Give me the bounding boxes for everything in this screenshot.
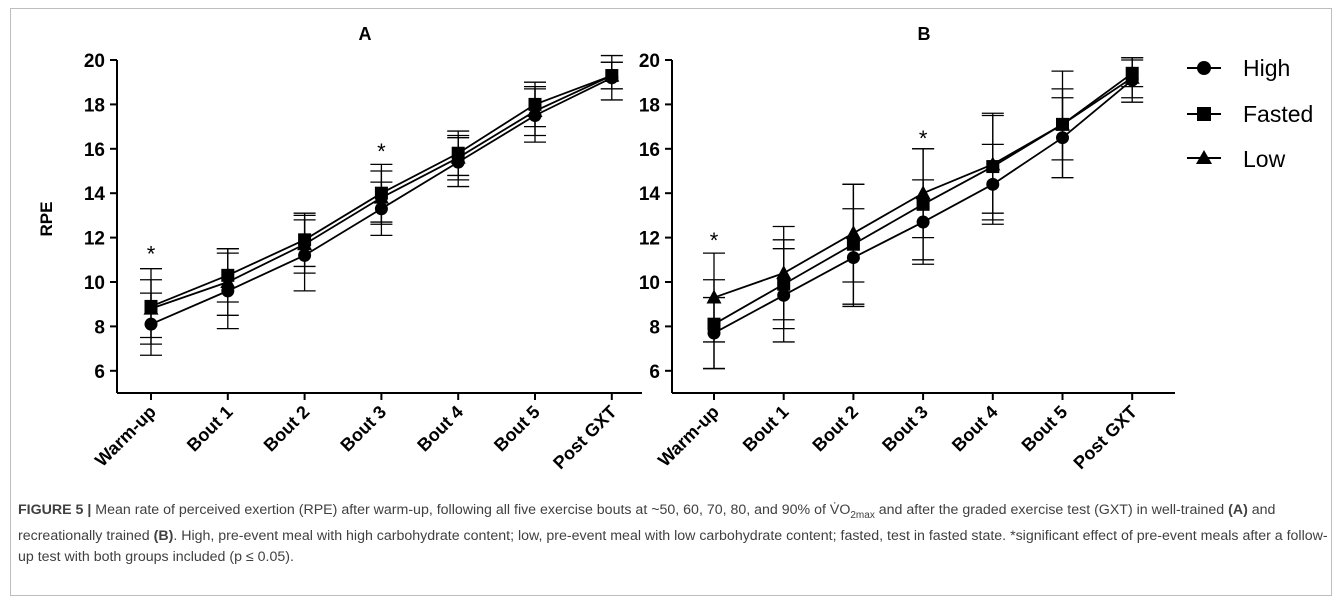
figure-canvas: A B RPE 6 8 10 12 14 16 18 20 Warm-up Bout 1 Bout … <box>37 24 1313 473</box>
x-tick-label: Post GXT <box>549 402 620 473</box>
y-tick-label: 6 <box>94 362 105 383</box>
data-point-low <box>845 225 861 240</box>
panel-a-title: A <box>359 24 372 44</box>
legend-item-low: Low <box>1187 146 1286 172</box>
significance-marker: * <box>147 241 156 266</box>
y-tick-label: 18 <box>84 95 105 116</box>
caption-text-2: and after the graded exercise test (GXT)… <box>874 502 1229 518</box>
y-tick-label: 16 <box>639 140 660 161</box>
legend-label-high: High <box>1243 55 1290 81</box>
caption-text-3: and recreationally trained <box>18 502 1276 544</box>
x-tick-label: Bout 1 <box>739 402 793 456</box>
data-point-low <box>1124 69 1140 84</box>
y-tick-label: 6 <box>649 362 660 383</box>
panel-b-title: B <box>918 24 931 44</box>
x-tick-label: Bout 4 <box>948 402 1002 456</box>
data-point-low <box>373 189 389 204</box>
y-tick-label: 12 <box>639 229 660 250</box>
data-point-low <box>706 289 722 304</box>
x-tick-label: Bout 3 <box>878 402 932 456</box>
significance-marker: * <box>377 139 386 164</box>
y-tick-label: 18 <box>639 95 660 116</box>
legend-item-fasted: Fasted <box>1187 101 1313 127</box>
data-point-low <box>220 274 236 288</box>
data-point-low <box>450 149 466 164</box>
y-tick-label: 8 <box>649 317 660 338</box>
x-tick-label: Bout 5 <box>1018 402 1072 456</box>
legend: High Fasted Low <box>1187 55 1313 172</box>
y-tick-label: 14 <box>639 184 661 205</box>
significance-marker: * <box>919 126 928 151</box>
caption-label: FIGURE 5 | <box>18 502 92 518</box>
caption-text-1: Mean rate of perceived exertion (RPE) af… <box>91 502 851 518</box>
x-tick-label: Bout 1 <box>183 402 237 456</box>
x-tick-label: Warm-up <box>91 402 160 471</box>
legend-label-low: Low <box>1243 146 1286 172</box>
y-tick-label: 20 <box>84 51 105 72</box>
figure-caption: FIGURE 5 | Mean rate of perceived exerti… <box>18 500 1334 568</box>
caption-panel-a-ref: (A) <box>1228 502 1248 518</box>
y-tick-label: 12 <box>84 229 105 250</box>
x-tick-label: Bout 2 <box>260 402 314 456</box>
legend-item-high: High <box>1187 55 1290 81</box>
caption-text-4: . High, pre-event meal with high carbohy… <box>18 527 1328 565</box>
data-point-low <box>915 185 931 200</box>
y-tick-label: 14 <box>84 184 106 205</box>
data-point-low <box>297 236 313 251</box>
panel-b-plot: 6 8 10 12 14 16 18 20 Warm-up Bout 1 Bout 2 Bout 3 B… <box>639 51 1175 473</box>
x-tick-label: Bout 3 <box>336 402 390 456</box>
significance-marker: * <box>710 228 719 253</box>
x-tick-label: Post GXT <box>1070 402 1141 473</box>
y-tick-label: 8 <box>94 317 105 338</box>
y-tick-label: 16 <box>84 140 105 161</box>
data-point-low <box>527 103 543 118</box>
data-point-low <box>776 265 792 280</box>
y-tick-label: 10 <box>84 273 105 294</box>
x-tick-label: Warm-up <box>654 402 723 471</box>
figure-frame <box>10 8 1332 596</box>
data-point-low <box>1055 116 1070 131</box>
y-axis-label: RPE <box>37 202 56 237</box>
panel-a-plot: 6 8 10 12 14 16 18 20 Warm-up Bout 1 Bout 2 Bout 3 B… <box>84 51 642 473</box>
data-point-low <box>143 300 159 315</box>
y-tick-label: 10 <box>639 273 660 294</box>
x-tick-label: Bout 5 <box>490 402 544 456</box>
data-point-low <box>985 156 1001 171</box>
caption-panel-b-ref: (B) <box>153 527 174 544</box>
x-tick-label: Bout 4 <box>413 402 467 456</box>
caption-subscript: 2max <box>850 509 875 521</box>
legend-label-fasted: Fasted <box>1243 101 1313 127</box>
y-tick-label: 20 <box>639 51 660 72</box>
x-tick-label: Bout 2 <box>808 402 862 456</box>
data-point-low <box>604 67 620 82</box>
